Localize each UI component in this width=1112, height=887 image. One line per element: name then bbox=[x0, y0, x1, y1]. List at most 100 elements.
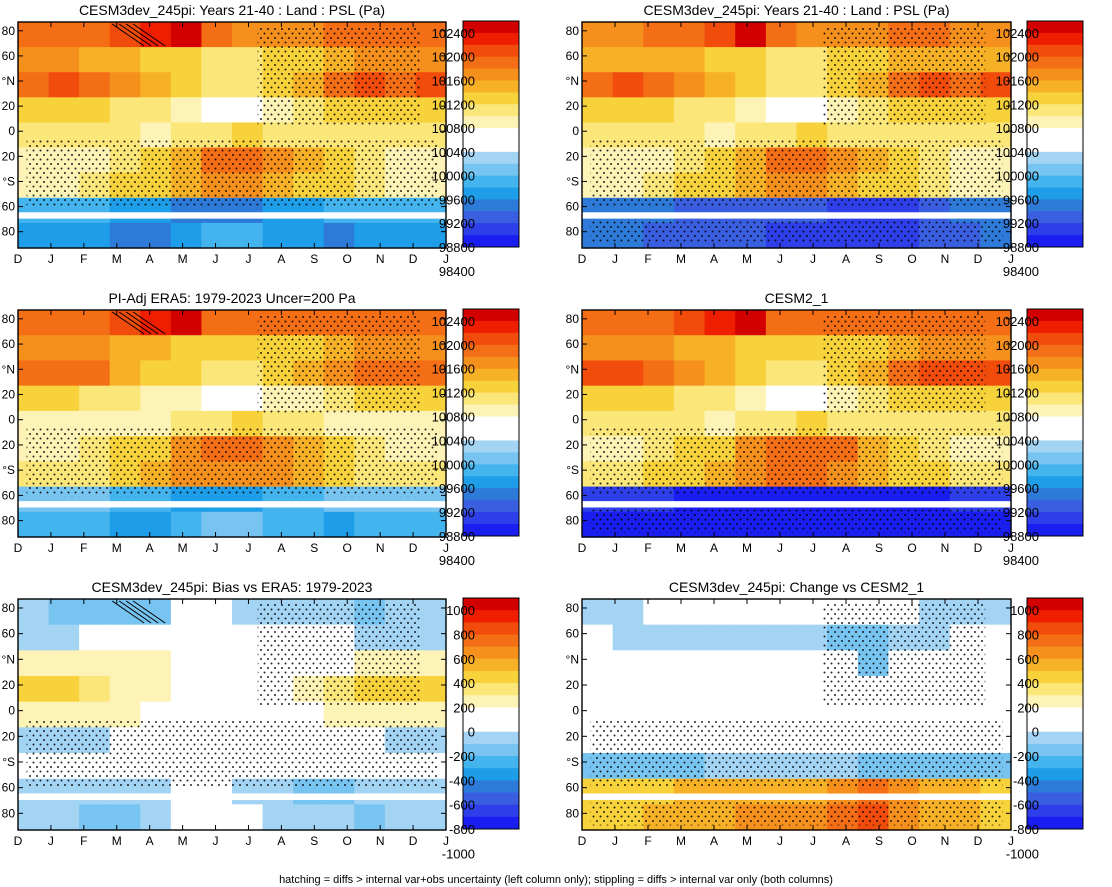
stippling-north bbox=[822, 314, 986, 415]
colorbar-label: 100800 bbox=[996, 410, 1039, 425]
x-tick-label: J bbox=[1008, 252, 1014, 266]
colorbar-label: 100400 bbox=[996, 145, 1039, 160]
heatmap-cell bbox=[109, 624, 141, 651]
colorbar-swatch bbox=[1027, 199, 1083, 212]
y-tick-label: °S bbox=[2, 174, 15, 188]
hatching-marks bbox=[111, 311, 166, 335]
x-tick-label: N bbox=[376, 252, 385, 266]
separator-band bbox=[582, 501, 1011, 508]
heatmap-cell bbox=[79, 650, 111, 677]
colorbar-swatch bbox=[1027, 235, 1083, 248]
hatching-marks bbox=[111, 23, 166, 47]
colorbar-swatch bbox=[463, 524, 519, 537]
x-tick-label: J bbox=[777, 541, 783, 555]
panel-frame bbox=[17, 598, 447, 831]
panel-title: CESM3dev_245pi: Bias vs ERA5: 1979-2023 bbox=[92, 579, 373, 595]
colorbar-label: -400 bbox=[1013, 773, 1039, 788]
heatmap-cell bbox=[735, 599, 767, 626]
colorbar-label: 98400 bbox=[1003, 553, 1039, 568]
stippling-south bbox=[590, 428, 1003, 497]
colorbar-swatch bbox=[1027, 707, 1083, 721]
heatmap-cell bbox=[765, 97, 798, 124]
colorbar-label: 100800 bbox=[432, 121, 475, 136]
heatmap-cell bbox=[323, 804, 355, 831]
colorbar-swatch bbox=[1027, 428, 1083, 441]
colorbar-swatch bbox=[463, 92, 519, 105]
colorbar-swatch bbox=[463, 670, 519, 684]
x-tick-label: J bbox=[443, 541, 449, 555]
heatmap-cell bbox=[673, 97, 706, 124]
heatmap-cell bbox=[582, 310, 614, 336]
heatmap-cell bbox=[582, 599, 614, 626]
colorbar-swatch bbox=[1027, 610, 1083, 623]
x-tick-label: D bbox=[409, 834, 418, 848]
separator-band bbox=[18, 212, 446, 219]
panel-3: PI-Adj ERA5: 1979-2023 Uncer=200 Pa D J F M A… bbox=[2, 290, 520, 568]
y-tick-label: 80 bbox=[566, 514, 580, 528]
hatch-line bbox=[125, 23, 159, 47]
heatmap-cell bbox=[765, 360, 798, 387]
stippling-south bbox=[590, 719, 1003, 789]
y-tick-label: °S bbox=[2, 755, 15, 769]
colorbar-label: 400 bbox=[1017, 676, 1039, 691]
x-tick-label: D bbox=[578, 541, 587, 555]
colorbar-swatch bbox=[1027, 139, 1083, 153]
colorbar-swatch bbox=[1027, 211, 1083, 224]
heatmap-cell bbox=[415, 650, 447, 677]
heatmap-cell bbox=[48, 360, 80, 387]
heatmap-cell bbox=[48, 47, 80, 73]
heatmap-cell bbox=[704, 676, 736, 703]
heatmap-cell bbox=[980, 650, 1012, 677]
y-tick-label: 60 bbox=[2, 200, 16, 214]
colorbar: 1000 800 600 400 200 0 -200 -400 -600 -800 -1000 bbox=[442, 597, 520, 861]
colorbar-swatch bbox=[1027, 464, 1083, 477]
colorbar-label: 98800 bbox=[439, 240, 475, 255]
heatmap-cell bbox=[980, 47, 1012, 73]
heatmap-cell bbox=[18, 335, 50, 362]
colorbar-swatch bbox=[1027, 92, 1083, 105]
heatmap-cell bbox=[79, 335, 111, 362]
x-tick-label: S bbox=[875, 252, 883, 266]
heatmap-cell bbox=[612, 22, 644, 48]
colorbar-swatch bbox=[463, 658, 519, 672]
colorbar-swatch bbox=[1027, 56, 1083, 70]
heatmap-cell bbox=[735, 624, 767, 651]
colorbar-swatch bbox=[1027, 622, 1083, 635]
colorbar-label: 99600 bbox=[439, 192, 475, 207]
colorbar-swatch bbox=[1027, 21, 1083, 34]
colorbar-frame bbox=[462, 308, 520, 537]
colorbar-label: 800 bbox=[453, 627, 475, 642]
colorbar-frame bbox=[1026, 308, 1084, 537]
colorbar-swatch bbox=[463, 199, 519, 212]
colorbar-swatch bbox=[463, 380, 519, 394]
heatmap-cell bbox=[643, 385, 675, 412]
x-tick-label: J bbox=[48, 541, 54, 555]
y-tick-label: 0 bbox=[572, 124, 579, 138]
heatmap-cell bbox=[140, 222, 172, 249]
heatmap-cell bbox=[201, 97, 233, 124]
colorbar-label: 100000 bbox=[432, 457, 475, 472]
heatmap-cell bbox=[170, 511, 203, 538]
colorbar-label: 100800 bbox=[996, 121, 1039, 136]
heatmap-cell bbox=[201, 72, 233, 98]
x-tick-label: A bbox=[842, 834, 850, 848]
heatmap-cell bbox=[262, 222, 294, 249]
heatmap-cell bbox=[765, 385, 798, 412]
hatch-line bbox=[132, 23, 166, 47]
x-tick-label: F bbox=[644, 252, 651, 266]
heatmap-cell bbox=[140, 650, 172, 677]
x-tick-label: S bbox=[310, 252, 318, 266]
colorbar-swatch bbox=[1027, 524, 1083, 537]
colorbar-swatch bbox=[463, 512, 519, 525]
colorbar-label: -200 bbox=[1013, 749, 1039, 764]
x-tick-label: J bbox=[1008, 541, 1014, 555]
x-tick-label: A bbox=[277, 541, 285, 555]
heatmap-cell bbox=[673, 335, 706, 362]
y-tick-label: 20 bbox=[566, 99, 580, 113]
x-tick-label: J bbox=[245, 252, 251, 266]
colorbar-label: 98800 bbox=[1003, 529, 1039, 544]
heatmap-cell bbox=[612, 599, 644, 626]
colorbar-label: 100400 bbox=[432, 145, 475, 160]
heatmap-cell bbox=[704, 72, 736, 98]
y-tick-label: 80 bbox=[566, 601, 580, 615]
